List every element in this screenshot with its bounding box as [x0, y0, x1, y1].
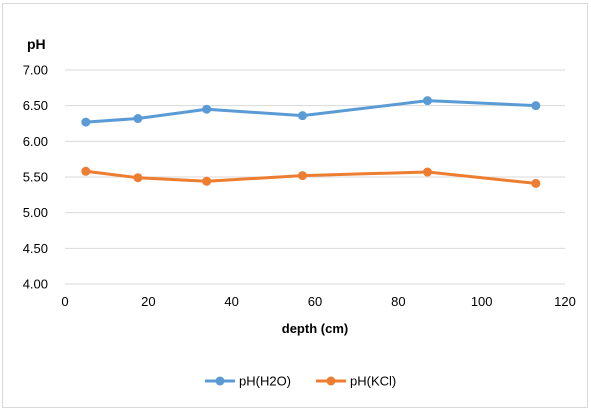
data-point [81, 166, 91, 176]
legend-marker [326, 376, 336, 386]
x-tick-label: 120 [554, 294, 576, 309]
data-point [133, 173, 143, 183]
series-2 [81, 166, 541, 188]
legend: pH(H2O) pH(KCl) [205, 374, 396, 389]
y-axis-label: pH [27, 36, 46, 52]
y-tick-label: 4.50 [23, 241, 48, 256]
data-point [298, 111, 307, 121]
y-tick-label: 6.50 [23, 98, 48, 113]
legend-label: pH(KCl) [350, 374, 396, 389]
gridlines [65, 69, 565, 249]
series-1 [81, 96, 541, 127]
y-tick-label: 4.00 [23, 277, 48, 292]
y-tick-label: 5.50 [23, 170, 48, 185]
data-point [298, 171, 307, 181]
x-tick-label: 100 [471, 294, 493, 309]
x-tick-label: 0 [61, 294, 68, 309]
data-point [202, 104, 212, 114]
data-point [531, 178, 541, 188]
y-tick-label: 6.00 [23, 134, 48, 149]
data-point [81, 117, 91, 127]
x-tick-label: 40 [224, 294, 238, 309]
legend-marker [215, 376, 225, 386]
series-line [84, 99, 538, 124]
y-tick-label: 5.00 [23, 205, 48, 220]
data-point [423, 96, 432, 106]
data-series [81, 96, 541, 188]
x-axis-label: depth (cm) [282, 321, 348, 336]
series-line [84, 169, 538, 185]
x-tick-label: 80 [391, 294, 405, 309]
data-point [531, 101, 541, 111]
legend-item: pH(H2O) [205, 374, 291, 389]
x-axis-tick-labels: 0 20 40 60 80 100 120 [61, 294, 575, 309]
x-tick-label: 60 [308, 294, 322, 309]
data-point [423, 167, 432, 177]
y-tick-label: 7.00 [23, 63, 48, 78]
legend-label: pH(H2O) [239, 374, 291, 389]
data-point [133, 114, 143, 124]
y-axis-tick-labels: 4.00 4.50 5.00 5.50 6.00 6.50 7.00 [23, 63, 48, 292]
data-point [202, 176, 212, 186]
x-tick-label: 20 [141, 294, 155, 309]
legend-item: pH(KCl) [316, 374, 396, 389]
